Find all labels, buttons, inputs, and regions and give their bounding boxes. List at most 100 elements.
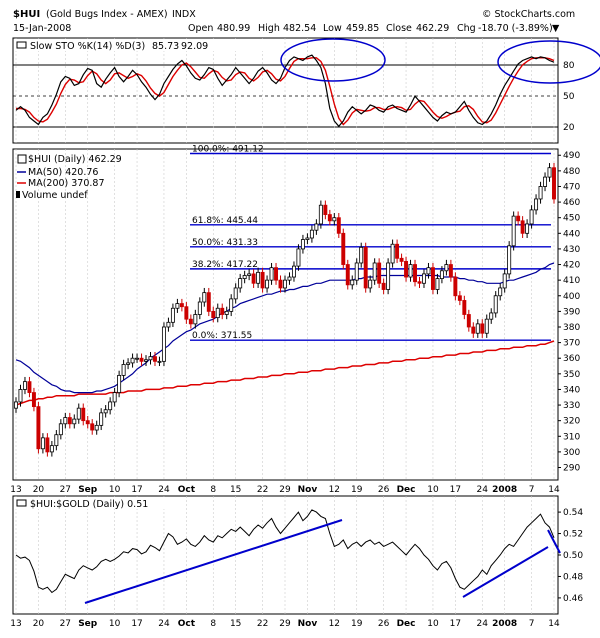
sto-d-line <box>16 57 555 126</box>
candle-body <box>422 273 426 284</box>
candle-body <box>161 326 166 362</box>
candle-body <box>377 262 382 284</box>
ratio-tick-label: 0.52 <box>563 530 583 540</box>
x-tick-label: 10 <box>427 619 439 629</box>
candle-body <box>81 407 86 422</box>
ratio-legend: $HUI:$GOLD (Daily) 0.51 <box>30 499 148 510</box>
price-tick-label: 340 <box>563 385 580 395</box>
x-tick-label: 27 <box>60 485 71 495</box>
x-tick-label: 15 <box>230 619 241 629</box>
ratio-tick-label: 0.48 <box>563 572 583 582</box>
candle-body <box>417 281 422 284</box>
candle-body <box>318 204 323 225</box>
price-panel-frame <box>12 148 559 481</box>
candle-body <box>336 217 341 234</box>
candle-body <box>408 264 413 278</box>
candle-body <box>413 264 417 283</box>
candle-body <box>386 262 391 290</box>
x-tick-label: 22 <box>257 485 268 495</box>
candle-body <box>121 364 126 376</box>
price-tick-label: 310 <box>563 432 580 442</box>
chg-value: -18.70 (-3.89%) <box>478 23 553 34</box>
candle-body <box>354 262 359 281</box>
candle-body <box>269 267 274 281</box>
candle-body <box>260 271 265 289</box>
sto-legend: Slow STO %K(14) %D(3) <box>30 41 145 52</box>
x-tick-label: 2008 <box>492 619 517 629</box>
volume-legend: Volume undef <box>22 190 88 201</box>
candle-body <box>139 357 144 362</box>
price-tick-label: 300 <box>563 448 580 458</box>
candle-body <box>529 209 534 225</box>
sto-k-value: 85.73 <box>152 41 179 52</box>
close-indicator-icon: ▼ <box>552 23 560 34</box>
x-tick-label: 14 <box>548 619 560 629</box>
x-tick-label: 24 <box>158 619 170 629</box>
price-tick-label: 350 <box>563 370 580 380</box>
ratio-panel-frame <box>12 495 559 615</box>
candle-body <box>547 167 552 178</box>
x-tick-label: Oct <box>178 619 196 629</box>
x-tick-label: 19 <box>351 485 363 495</box>
candle-body <box>534 198 539 211</box>
x-tick-label: 20 <box>33 485 45 495</box>
candle-body <box>31 392 36 408</box>
candle-body <box>94 424 99 431</box>
x-tick-label: Oct <box>178 485 196 495</box>
candle-body <box>18 389 23 403</box>
chg-label: Chg <box>457 23 476 34</box>
candle-body <box>368 279 373 289</box>
candle-body <box>202 292 207 303</box>
ratio-trendline-3 <box>547 529 561 554</box>
candle-body <box>341 232 346 265</box>
candle-body <box>278 279 283 289</box>
candle-body <box>430 267 435 290</box>
fibonacci-levels: 100.0%: 491.12 61.8%: 445.44 50.0%: 431.33… <box>190 144 551 341</box>
x-tick-label: 7 <box>529 485 535 495</box>
candle-body <box>58 423 63 436</box>
x-tick-label: 13 <box>10 485 21 495</box>
candle-body <box>507 245 512 275</box>
ratio-legend-bg <box>14 497 174 509</box>
ma50-legend: MA(50) 420.76 <box>28 167 98 178</box>
x-tick-label: 29 <box>279 485 291 495</box>
candle-body <box>314 223 319 231</box>
close-value: 462.29 <box>416 23 449 34</box>
candle-body <box>99 412 104 426</box>
x-tick-label: 20 <box>33 619 45 629</box>
sto-highlight-ellipse-2 <box>497 40 600 84</box>
date-label: 15-Jan-2008 <box>13 23 71 34</box>
sto-tick-20: 20 <box>563 123 575 133</box>
candle-body <box>206 292 211 312</box>
candle-body <box>148 356 153 361</box>
candle-body <box>502 273 507 289</box>
candle-body <box>130 357 135 364</box>
x-tick-label: 29 <box>279 619 291 629</box>
candle-body <box>404 261 409 278</box>
sto-d-value: 92.09 <box>181 41 208 52</box>
price-tick-label: 490 <box>563 151 580 161</box>
candle-body <box>475 323 480 334</box>
x-tick-label: 10 <box>109 619 121 629</box>
candle-body <box>426 267 431 275</box>
sto-legend-swatch <box>16 41 27 49</box>
ma200-line <box>15 340 555 406</box>
x-tick-label: 24 <box>158 485 170 495</box>
candle-body <box>439 270 444 279</box>
sto-panel-frame <box>12 37 559 144</box>
candle-body <box>144 359 148 362</box>
candle-body <box>238 278 243 289</box>
sto-vertical-grid <box>15 38 555 143</box>
candle-body <box>27 381 32 393</box>
low-value: 459.85 <box>346 23 379 34</box>
candle-body <box>399 257 404 262</box>
candle-body <box>448 264 453 278</box>
price-tick-label: 370 <box>563 339 580 349</box>
candle-body <box>283 279 287 289</box>
candle-body <box>381 282 386 290</box>
candle-body <box>511 215 516 247</box>
candle-body <box>466 314 471 328</box>
candle-body <box>76 407 81 420</box>
x-tick-label: 12 <box>329 619 340 629</box>
candle-body <box>197 301 202 315</box>
